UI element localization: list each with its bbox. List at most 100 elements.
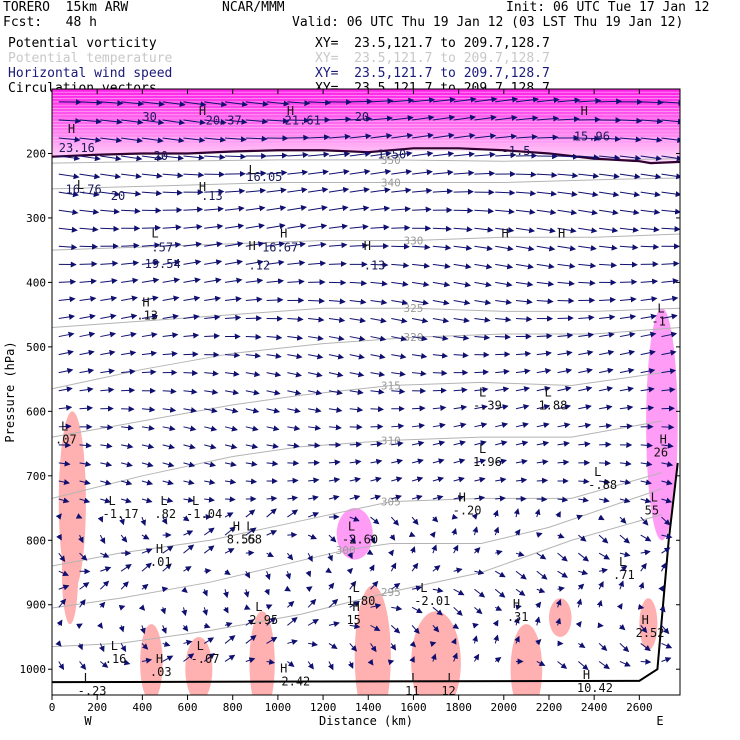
- wind-vector: [349, 441, 363, 448]
- wind-vector: [183, 314, 200, 320]
- y-tick-label: 500: [26, 341, 46, 354]
- wind-speed-label: 16.76: [66, 182, 102, 196]
- wind-vector: [432, 565, 441, 572]
- wind-vector: [79, 155, 101, 162]
- wind-vector: [308, 134, 331, 141]
- wind-vector: [411, 440, 425, 447]
- wind-vector: [474, 440, 487, 447]
- wind-vector: [349, 187, 370, 193]
- extremum-marker: H: [287, 104, 294, 118]
- wind-vector: [515, 227, 536, 234]
- wind-vector: [431, 544, 437, 554]
- wind-vector: [56, 533, 62, 541]
- wind-vector: [432, 188, 454, 195]
- wind-vector: [370, 624, 381, 632]
- wind-vector: [493, 634, 500, 644]
- wind-vector: [100, 278, 118, 284]
- wind-vector: [79, 136, 102, 143]
- wind-vector: [640, 118, 664, 125]
- wind-vector: [412, 187, 433, 194]
- wind-vector: [287, 616, 298, 626]
- wind-vector: [245, 389, 260, 396]
- wind-vector: [555, 617, 562, 626]
- wind-vector: [79, 442, 92, 449]
- wind-vector: [349, 601, 360, 608]
- wind-vector: [287, 353, 303, 360]
- wind-vector: [536, 190, 557, 197]
- x-tick-label: 1000: [265, 701, 292, 714]
- wind-vector: [391, 335, 408, 342]
- wind-vector: [287, 639, 298, 645]
- wind-vector: [204, 119, 227, 125]
- extremum-marker: L-2.60: [342, 520, 378, 547]
- wind-speed-label: 15.96: [574, 130, 610, 144]
- wind-vector: [536, 280, 555, 287]
- extremum-marker: H: [558, 226, 565, 240]
- wind-vector: [640, 99, 664, 106]
- theta-contour-label: 315: [381, 380, 401, 393]
- wind-vector: [619, 661, 631, 667]
- wind-vector: [161, 625, 167, 634]
- wind-vector: [536, 172, 558, 178]
- extremum-letter: H: [583, 668, 590, 682]
- extremum-letter: H: [287, 104, 294, 118]
- wind-vector: [204, 295, 222, 302]
- wind-vector: [308, 297, 326, 304]
- wind-vector: [328, 598, 339, 608]
- wind-vector: [121, 387, 136, 394]
- wind-vector: [79, 226, 99, 233]
- wind-vector: [391, 224, 411, 231]
- wind-vector: [162, 641, 171, 647]
- wind-vector: [286, 552, 294, 561]
- x-axis-label: Distance (km): [319, 714, 413, 728]
- wind-vector: [349, 151, 372, 157]
- wind-vector: [640, 331, 657, 338]
- wind-vector: [557, 570, 568, 578]
- wind-vector: [204, 443, 217, 450]
- wind-vector: [287, 600, 295, 608]
- wind-vector: [162, 406, 177, 413]
- extremum-letter: L: [479, 386, 486, 400]
- wind-vector: [162, 425, 176, 432]
- wind-vector: [474, 588, 486, 598]
- extremum-marker: H: [581, 104, 588, 118]
- wind-vector: [599, 262, 618, 269]
- wind-vector: [118, 604, 126, 611]
- wind-vector: [349, 242, 369, 249]
- wind-vector: [534, 616, 541, 626]
- wind-vector: [661, 191, 680, 198]
- wind-vector: [79, 313, 96, 320]
- wind-vector: [141, 313, 159, 320]
- wind-vector: [637, 603, 645, 610]
- wind-vector: [370, 476, 382, 483]
- wind-vector: [79, 599, 86, 608]
- wind-vector: [412, 169, 433, 176]
- wind-vector: [619, 279, 638, 286]
- wind-vector: [599, 478, 611, 485]
- wind-vector: [58, 136, 81, 143]
- wind-vector: [349, 223, 369, 230]
- wind-vector: [328, 621, 340, 628]
- wind-vector: [578, 422, 592, 429]
- extremum-value: -.88: [588, 478, 617, 492]
- wind-vector: [535, 601, 542, 609]
- theta-contour: [52, 420, 663, 499]
- wind-vector: [183, 259, 202, 266]
- wind-vector: [245, 634, 257, 644]
- wind-vector: [619, 331, 636, 338]
- wind-vector: [141, 137, 164, 144]
- wind-vector: [515, 96, 539, 103]
- wind-vector: [432, 225, 452, 232]
- extremum-letter: H: [660, 433, 667, 447]
- wind-vector: [204, 407, 218, 414]
- wind-vector: [391, 494, 402, 501]
- theta-contour-label: 330: [404, 235, 424, 248]
- extremum-value: 10.42: [577, 681, 613, 695]
- wind-vector: [409, 656, 415, 663]
- wind-vector: [141, 224, 161, 231]
- extremum-marker: L-.88: [588, 465, 617, 492]
- pv-blob: [548, 598, 572, 637]
- wind-vector: [346, 567, 354, 575]
- wind-vector: [575, 620, 582, 628]
- x-tick-label: 2600: [626, 701, 653, 714]
